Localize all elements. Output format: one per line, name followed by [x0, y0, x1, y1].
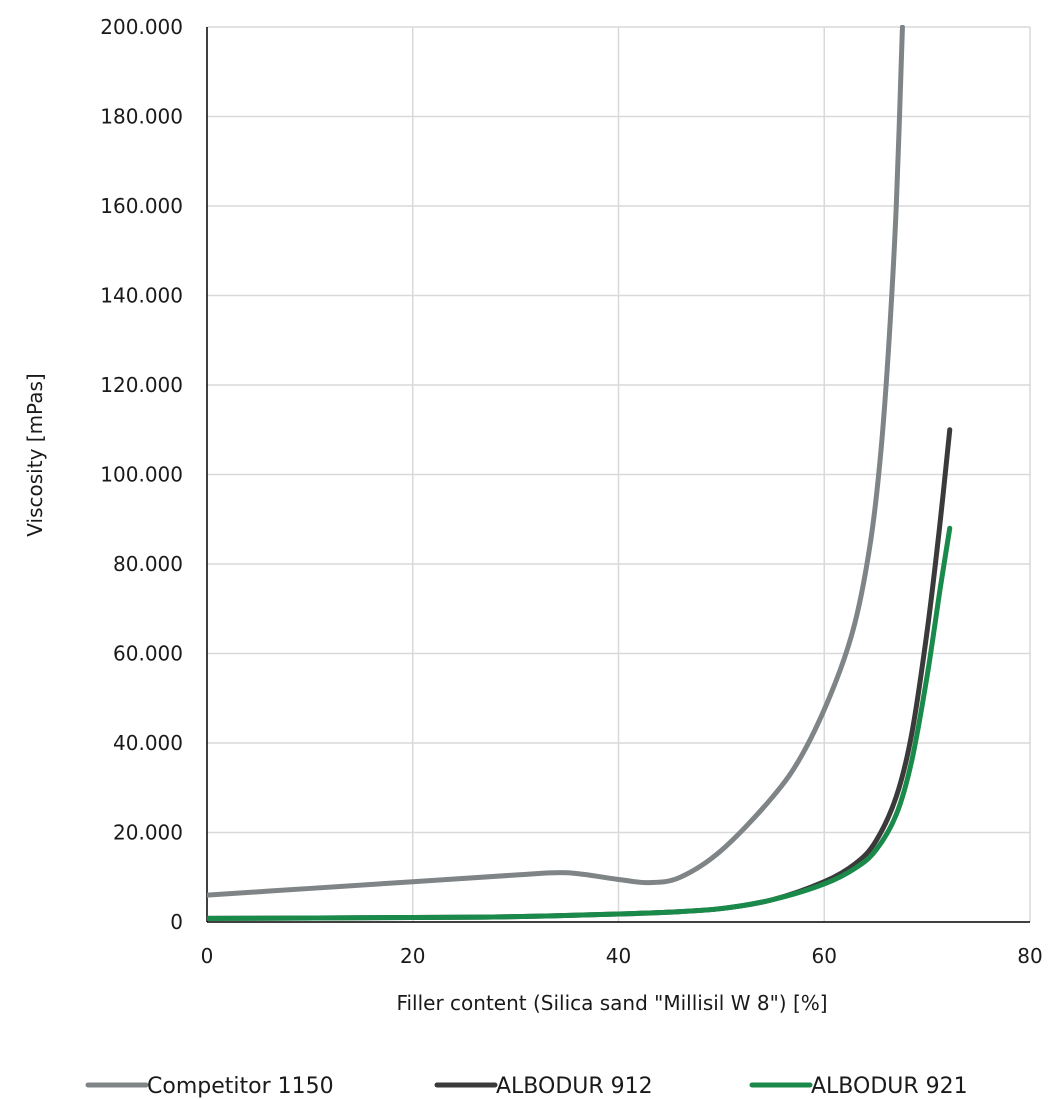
- x-tick-label: 60: [812, 944, 837, 968]
- series-lines: [207, 25, 953, 921]
- x-tick-labels: 0 20 40 60 80: [201, 944, 1043, 968]
- y-tick-label: 140.000: [100, 284, 183, 308]
- series-line-albodur-921: [207, 525, 953, 921]
- y-tick-labels: 0 20.000 40.000 60.000 80.000 100.000 120.000 1…: [100, 15, 183, 934]
- grid-lines: [207, 26, 1031, 922]
- y-tick-label: 100.000: [100, 463, 183, 487]
- y-tick-label: 0: [170, 910, 183, 934]
- y-tick-label: 60.000: [113, 642, 183, 666]
- axes: [206, 27, 1030, 923]
- y-tick-label: 200.000: [100, 15, 183, 39]
- y-tick-label: 180.000: [100, 105, 183, 129]
- legend: Competitor 1150 ALBODUR 912 ALBODUR 921: [85, 1074, 968, 1099]
- x-axis-title: Filler content (Silica sand "Millisil W …: [396, 991, 827, 1015]
- y-tick-label: 80.000: [113, 552, 183, 576]
- y-axis-title: Viscosity [mPas]: [23, 373, 47, 536]
- y-tick-label: 120.000: [100, 373, 183, 397]
- x-tick-label: 80: [1017, 944, 1042, 968]
- series-line-competitor-1150: [207, 25, 905, 898]
- x-tick-label: 0: [201, 944, 214, 968]
- x-tick-label: 20: [400, 944, 425, 968]
- legend-label-albodur-921: ALBODUR 921: [811, 1074, 968, 1099]
- y-tick-label: 160.000: [100, 194, 183, 218]
- y-tick-label: 20.000: [113, 821, 183, 845]
- x-tick-label: 40: [606, 944, 631, 968]
- y-tick-label: 40.000: [113, 731, 183, 755]
- legend-label-albodur-912: ALBODUR 912: [496, 1074, 653, 1099]
- legend-label-competitor-1150: Competitor 1150: [147, 1074, 334, 1099]
